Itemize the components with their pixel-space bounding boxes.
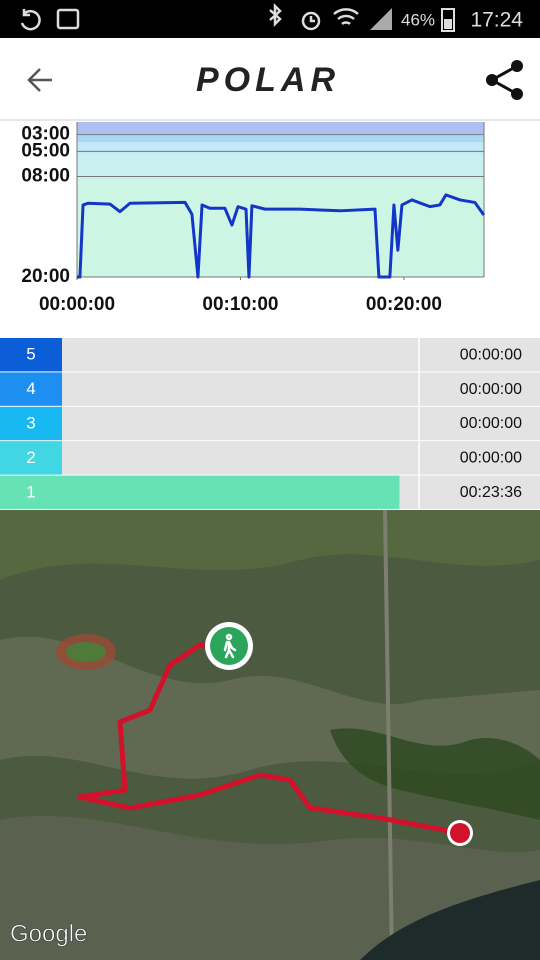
battery-level bbox=[444, 19, 452, 29]
zone-number: 1 bbox=[26, 482, 35, 501]
y-tick-label: 08:00 bbox=[21, 165, 70, 186]
zone-swatch bbox=[0, 372, 62, 406]
x-tick-label: 00:20:00 bbox=[366, 294, 442, 315]
zone-time: 00:00:00 bbox=[460, 346, 522, 363]
x-tick-label: 00:10:00 bbox=[202, 294, 278, 315]
logo: POLAR bbox=[196, 61, 340, 99]
app-bar bbox=[0, 38, 540, 120]
zone-bar bbox=[62, 475, 400, 509]
x-tick-label: 00:00:00 bbox=[39, 294, 115, 315]
zone-number: 3 bbox=[26, 413, 35, 432]
battery-text: 46% bbox=[401, 10, 435, 29]
zone-swatch bbox=[0, 338, 62, 372]
zone-row bbox=[0, 338, 540, 372]
zone-row bbox=[0, 372, 540, 406]
status-icons bbox=[20, 2, 359, 31]
zone-number: 5 bbox=[26, 345, 35, 364]
back-button[interactable] bbox=[27, 68, 52, 92]
y-tick-label: 05:00 bbox=[21, 140, 70, 161]
zone-time: 00:00:00 bbox=[460, 450, 522, 467]
zone-table: 5 00:00:00 4 00:00:00 3 00:00:00 2 00:00:00 1 00:… bbox=[0, 338, 540, 509]
zone-row bbox=[0, 441, 540, 475]
zone-swatch bbox=[0, 441, 62, 475]
battery-icon bbox=[441, 8, 455, 32]
zone-number: 2 bbox=[26, 448, 35, 467]
map-attribution: Google bbox=[10, 920, 87, 947]
zone-swatch bbox=[0, 406, 62, 441]
map bbox=[0, 509, 540, 960]
clock: 17:24 bbox=[470, 9, 523, 32]
chart-bands bbox=[77, 122, 484, 277]
y-tick-label: 20:00 bbox=[21, 266, 70, 287]
zone-time: 00:23:36 bbox=[460, 484, 522, 501]
y-tick-label: 03:00 bbox=[21, 124, 70, 145]
zone-time: 00:00:00 bbox=[460, 415, 522, 432]
zone-time: 00:00:00 bbox=[460, 381, 522, 398]
zone-swatch bbox=[0, 475, 62, 509]
pace-line bbox=[77, 193, 486, 279]
signal-icon bbox=[370, 8, 392, 30]
share-button[interactable] bbox=[486, 60, 523, 100]
zone-row bbox=[0, 406, 540, 441]
zone-number: 4 bbox=[26, 379, 35, 398]
